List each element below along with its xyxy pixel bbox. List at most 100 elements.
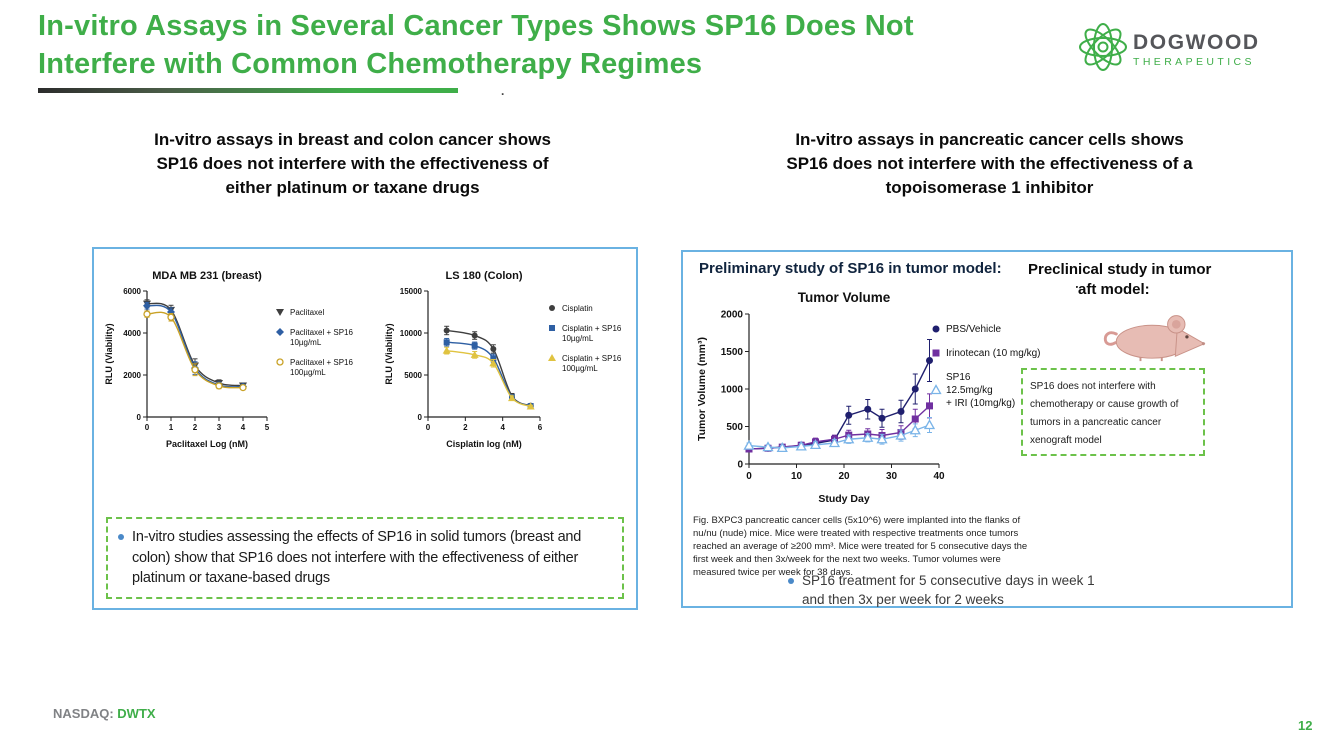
series-irinotecan-10-mg-kg- [745,393,933,453]
svg-text:10: 10 [791,471,803,482]
chart-title: LS 180 (Colon) [445,270,522,282]
legend-entry: PBS/Vehicle [932,324,1001,335]
series-pbs-vehicle [745,339,933,453]
left-callout-row: In-vitro studies assessing the effects o… [118,527,610,589]
svg-text:1000: 1000 [721,385,744,396]
svg-text:100µg/mL: 100µg/mL [290,368,326,377]
legend-entry: Paclitaxel [276,308,324,317]
svg-text:0: 0 [418,413,423,422]
svg-text:10000: 10000 [400,329,423,338]
svg-text:SP16: SP16 [946,372,971,383]
series-cisplatin [443,325,534,409]
right-conclusion-callout: SP16 does not interfere with chemotherap… [1021,368,1205,456]
svg-text:500: 500 [726,422,743,433]
x-axis-label: Study Day [818,493,870,505]
nasdaq-label: NASDAQ: [53,706,114,721]
right-heading-line-3: topoisomerase 1 inhibitor [885,178,1094,198]
svg-text:0: 0 [137,413,142,422]
figure-caption: Fig. BXPC3 pancreatic cancer cells (5x10… [693,515,1028,579]
svg-text:+ IRI (10mg/kg): + IRI (10mg/kg) [946,398,1015,409]
svg-text:10µg/mL: 10µg/mL [290,338,322,347]
svg-text:2: 2 [463,423,468,432]
svg-text:0: 0 [426,423,431,432]
right-heading-line-2: SP16 does not interfere with the effecti… [786,154,1193,174]
svg-text:4: 4 [500,423,505,432]
svg-text:Paclitaxel + SP16: Paclitaxel + SP16 [290,328,353,337]
series-paclitaxel-sp16-10-g-ml [143,301,247,391]
bullet-dot-icon [788,578,794,584]
right-heading-line-1: In-vitro assays in pancreatic cancer cel… [795,130,1184,149]
dogwood-logo: DOGWOOD THERAPEUTICS [1076,20,1260,79]
chart-title: MDA MB 231 (breast) [152,270,262,282]
chart-title: Tumor Volume [798,290,891,305]
svg-text:12.5mg/kg: 12.5mg/kg [946,385,993,396]
footer: NASDAQ: DWTX [53,706,156,721]
series-cisplatin-sp16-10-g-ml [443,337,534,410]
ls-180-colon-chart: LS 180 (Colon) 0 2 4 6 0 5000 10000 15000 Cisplat… [380,263,636,461]
left-callout-text: In-vitro studies assessing the effects o… [132,529,582,587]
svg-text:40: 40 [933,471,945,482]
right-callout-text: SP16 does not interfere with chemotherap… [1030,381,1179,446]
svg-text:Irinotecan (10 mg/kg): Irinotecan (10 mg/kg) [946,348,1041,359]
mda-mb-231-breast-chart: MDA MB 231 (breast) 0 1 2 3 4 5 0 2000 4000 6000 Pa… [100,263,376,461]
treatment-schedule-text: SP16 treatment for 5 consecutive days in… [802,573,1095,607]
slide-title: In-vitro Assays in Several Cancer Types … [38,8,1088,83]
svg-text:1500: 1500 [721,347,744,358]
stray-period-mark: . [501,84,505,98]
svg-text:Paclitaxel: Paclitaxel [290,308,324,317]
legend-entry: Irinotecan (10 mg/kg) [932,348,1041,359]
legend-entry: Cisplatin [549,304,593,313]
logo-company-subtitle: THERAPEUTICS [1133,55,1255,68]
svg-text:PBS/Vehicle: PBS/Vehicle [946,324,1001,335]
svg-text:2000: 2000 [721,310,744,321]
x-axis-label: Cisplatin log (nM) [446,439,522,449]
svg-text:4: 4 [241,423,246,432]
svg-text:100µg/mL: 100µg/mL [562,364,598,373]
left-heading-line-2: SP16 does not interfere with the effecti… [156,154,549,174]
y-axis-label: RLU (Viability) [384,323,394,384]
svg-text:15000: 15000 [400,287,423,296]
svg-text:0: 0 [737,460,743,471]
mouse-illustration-icon [1101,304,1209,369]
series-paclitaxel-sp16-100-g-ml [143,310,247,392]
legend-entry: SP16 12.5mg/kg + IRI (10mg/kg) [930,372,1015,409]
treatment-schedule-bullet: SP16 treatment for 5 consecutive days in… [788,572,1118,610]
left-column-heading: In-vitro assays in breast and colon canc… [70,128,635,200]
ticker-symbol: DWTX [117,706,156,721]
series-sp16-12-5mg-kg-iri-10mg-kg- [743,417,936,453]
svg-text:Paclitaxel + SP16: Paclitaxel + SP16 [290,358,353,367]
preliminary-study-label: Preliminary study of SP16 in tumor model… [699,260,1002,277]
series-cisplatin-sp16-100-g-ml [442,346,535,410]
svg-text:1: 1 [169,423,174,432]
left-heading-line-3: either platinum or taxane drugs [225,178,480,198]
slide-title-line-1: In-vitro Assays in Several Cancer Types … [38,10,914,42]
tumor-volume-chart: Tumor Volume 0 10 20 30 40 0 500 1000 1500 2000 Stu… [691,280,1076,512]
x-axis-label: Paclitaxel Log (nM) [166,439,248,449]
title-underline-bar [38,88,458,93]
svg-text:0: 0 [746,471,752,482]
svg-text:4000: 4000 [123,329,141,338]
svg-text:Cisplatin + SP16: Cisplatin + SP16 [562,354,622,363]
page-number: 12 [1298,718,1313,733]
svg-text:Cisplatin + SP16: Cisplatin + SP16 [562,324,622,333]
svg-text:6000: 6000 [123,287,141,296]
y-axis-label: Tumor Volume (mm³) [696,337,708,441]
left-conclusion-callout: In-vitro studies assessing the effects o… [106,517,624,599]
svg-text:2000: 2000 [123,371,141,380]
svg-text:0: 0 [145,423,150,432]
breast-colon-charts-panel: MDA MB 231 (breast) 0 1 2 3 4 5 0 2000 4000 6000 Pa… [92,247,638,610]
svg-text:5: 5 [265,423,270,432]
logo-company-name: DOGWOOD [1133,30,1260,54]
dogwood-logo-icon [1076,20,1130,79]
svg-text:5000: 5000 [404,371,422,380]
svg-text:6: 6 [538,423,543,432]
slide-title-line-2: Interfere with Common Chemotherapy Regim… [38,47,703,80]
pancreatic-xenograft-panel: Preliminary study of SP16 in tumor model… [681,250,1293,608]
right-column-heading: In-vitro assays in pancreatic cancer cel… [686,128,1293,200]
svg-text:30: 30 [886,471,898,482]
